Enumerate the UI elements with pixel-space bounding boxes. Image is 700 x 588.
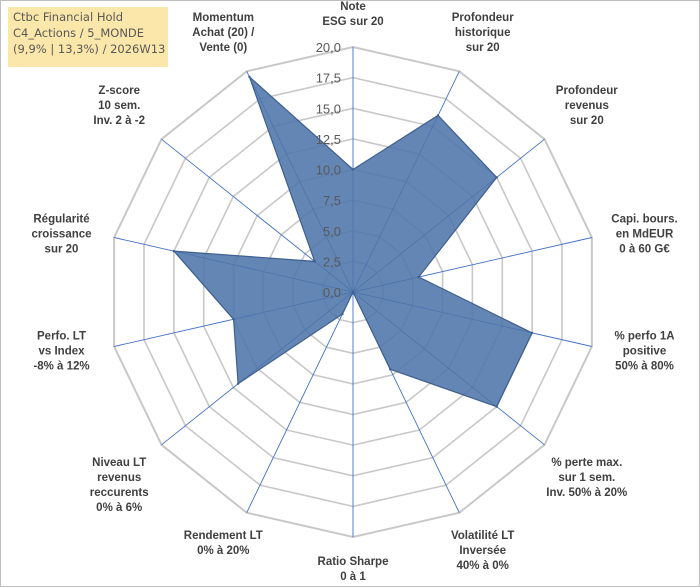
data-point	[389, 368, 392, 371]
axis-label-line: 0% à 20%	[197, 545, 249, 557]
axis-label-line: Z-score	[98, 85, 140, 97]
data-point	[417, 275, 420, 279]
axis-label-line: ESG sur 20	[322, 16, 383, 28]
axis-label: Profondeur revenus sur 20	[556, 85, 618, 127]
data-point	[436, 114, 440, 117]
axis-label: Perfo. LT vs Index -8% à 12%	[33, 331, 89, 373]
tick-label: 2,5	[323, 254, 341, 269]
axis-label-line: positive	[623, 346, 666, 358]
tick-label: 10,0	[316, 163, 341, 178]
axis-label-line: historique	[455, 27, 511, 39]
axis-label: Ratio Sharpe 0 à 1	[318, 556, 389, 583]
axis-label-line: % perfo 1A	[614, 331, 674, 343]
tick-label: 17,5	[316, 71, 341, 86]
axis-label-line: Profondeur	[556, 85, 618, 97]
data-point	[248, 75, 251, 79]
data-point	[351, 290, 355, 294]
axis-label-line: Inv. 2 à -2	[93, 115, 145, 127]
data-point	[530, 331, 534, 335]
axis-label-line: 40% à 0%	[456, 560, 508, 572]
data-point	[495, 176, 498, 179]
tick-label: 7,5	[323, 193, 341, 208]
data-point	[341, 312, 344, 316]
axis-label-line: Perfo. LT	[37, 331, 86, 343]
axis-label-line: 0 à 1	[340, 571, 366, 583]
axis-label: Z-score 10 sem. Inv. 2 à -2	[93, 85, 145, 127]
title-line-3: (9,9% | 13,3%) / 2026W13	[13, 42, 166, 56]
axis-label-line: revenus	[565, 100, 609, 112]
tick-label: 20,0	[316, 40, 341, 55]
axis-label: % perfo 1A positive 50% à 80%	[614, 331, 674, 373]
axis-spoke	[246, 291, 354, 513]
axis-label-line: Régularité	[33, 214, 89, 226]
axis-label: Volatilité LT Inversée 40% à 0%	[451, 530, 514, 572]
axis-label-line: en MdEUR	[616, 229, 674, 241]
axis-label-line: Capi. bours.	[611, 214, 677, 226]
axis-label-line: sur 1 sem.	[558, 472, 615, 484]
axis-label-line: Inversée	[459, 545, 506, 557]
tick-label: 0,0	[323, 285, 341, 300]
axis-label-line: 10 sem.	[98, 100, 140, 112]
axis-label-line: sur 20	[570, 115, 604, 127]
data-point	[351, 168, 355, 171]
axis-label-line: Inv. 50% à 20%	[546, 487, 627, 499]
axis-label-line: Ratio Sharpe	[318, 556, 389, 568]
axis-label: Régularité croissance sur 20	[31, 214, 91, 256]
chart-title-box: Ctbc Financial Hold C4_Actions / 5_MONDE…	[8, 7, 168, 67]
title-line-1: Ctbc Financial Hold	[13, 10, 124, 24]
axis-label-line: Rendement LT	[184, 530, 263, 542]
axis-label-line: % perte max.	[551, 457, 622, 469]
axis-label: Profondeur historique sur 20	[452, 12, 514, 54]
axis-label-line: Note	[340, 1, 366, 13]
radar-series	[172, 75, 534, 408]
axis-label-line: 0 à 60 G€	[619, 244, 670, 256]
data-point	[313, 260, 316, 263]
axis-label-line: Profondeur	[452, 12, 514, 24]
axis-label: Rendement LT 0% à 20%	[184, 530, 263, 557]
axis-label: % perte max. sur 1 sem. Inv. 50% à 20%	[546, 457, 627, 499]
axis-label-line: Achat (20) /	[192, 27, 255, 39]
axis-label: Niveau LT revenus reccurents 0% à 6%	[90, 457, 149, 514]
data-point	[236, 382, 240, 385]
radar-tick-labels: 0,0 2,5 5,0 7,5 10,0 12,5 15,0 17,5 20,0	[316, 40, 341, 300]
axis-label-line: Volatilité LT	[451, 530, 514, 542]
radar-axis-labels: Note ESG sur 20 Profondeur historique sur 20…	[31, 1, 677, 583]
data-point	[495, 405, 498, 408]
tick-label: 12,5	[316, 132, 341, 147]
axis-label-line: Niveau LT	[92, 457, 146, 469]
data-point	[232, 318, 235, 321]
axis-label-line: Momentum	[193, 12, 254, 24]
axis-label-line: 50% à 80%	[615, 361, 674, 373]
axis-label-line: -8% à 12%	[33, 361, 89, 373]
title-line-2: C4_Actions / 5_MONDE	[13, 26, 145, 40]
axis-label-line: sur 20	[466, 42, 500, 54]
tick-label: 5,0	[323, 224, 341, 239]
axis-label: Momentum Achat (20) / Vente (0)	[192, 12, 255, 54]
axis-label-line: sur 20	[45, 244, 79, 256]
axis-label-line: revenus	[97, 472, 141, 484]
axis-label-line: reccurents	[90, 487, 149, 499]
axis-label-line: vs Index	[38, 346, 85, 358]
axis-label-line: 0% à 6%	[96, 502, 142, 514]
tick-label: 15,0	[316, 101, 341, 116]
axis-label-line: Vente (0)	[199, 42, 247, 54]
axis-label: Note ESG sur 20	[322, 1, 383, 28]
data-point	[172, 249, 176, 253]
axis-label-line: croissance	[31, 229, 91, 241]
axis-label: Capi. bours. en MdEUR 0 à 60 G€	[611, 214, 677, 256]
